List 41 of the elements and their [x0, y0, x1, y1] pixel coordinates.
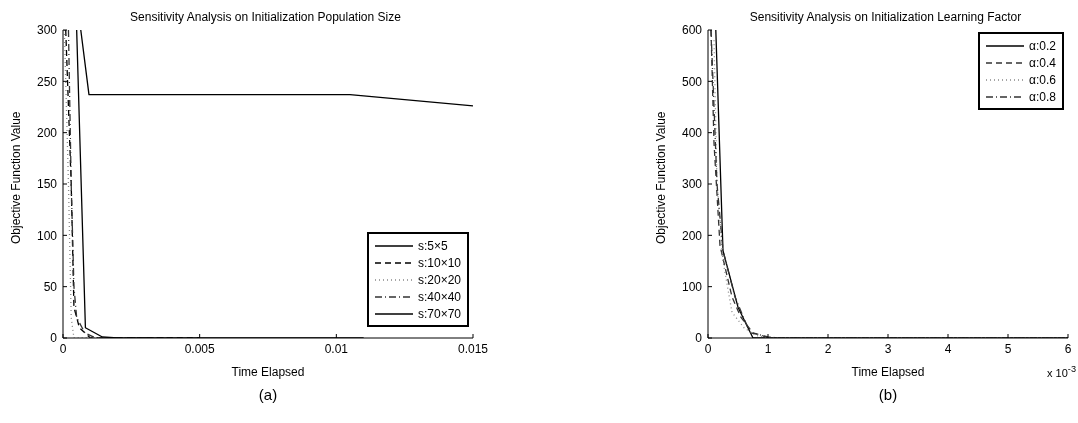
y-tick-label: 50 — [43, 279, 58, 294]
y-tick-label: 0 — [50, 331, 58, 346]
x-tick-label: 1 — [764, 341, 772, 356]
x-tick-label: 0.01 — [324, 341, 349, 356]
chart-title: Sensitivity Analysis on Initialization Population Size — [129, 10, 402, 24]
x-tick-label: 4 — [944, 341, 952, 356]
chart-title: Sensitivity Analysis on Initialization Learning Factor — [748, 10, 1023, 24]
text: (a) — [257, 386, 279, 403]
y-tick-label: 0 — [695, 331, 703, 346]
y-axis-title: Objective Function Value — [654, 111, 669, 244]
x-tick-label: 3 — [884, 341, 892, 356]
y-axis-title: Objective Function Value — [9, 111, 24, 244]
legend-label: α:0.2 — [1029, 38, 1056, 53]
y-tick-label: 250 — [36, 74, 58, 89]
y-tick-label: 300 — [36, 23, 58, 38]
y-tick-label: 200 — [36, 125, 58, 140]
x-axis-title: Time Elapsed — [231, 365, 305, 379]
y-tick-label: 500 — [681, 74, 703, 89]
legend-label: α:0.8 — [1029, 89, 1056, 104]
legend-label: s:40×40 — [417, 289, 461, 304]
y-tick-label: 150 — [36, 177, 58, 192]
y-tick-label: 600 — [681, 23, 703, 38]
text: (b) — [877, 386, 899, 403]
legend-label: s:20×20 — [417, 272, 461, 287]
x-tick-label: 6 — [1064, 341, 1072, 356]
y-tick-label: 200 — [681, 228, 703, 243]
y-tick-label: 100 — [36, 228, 58, 243]
legend-label: α:0.6 — [1029, 72, 1056, 87]
text: x 10$^{-3}$ — [1047, 364, 1076, 379]
x-tick-label: 2 — [824, 341, 832, 356]
x-tick-label: 5 — [1004, 341, 1012, 356]
y-tick-label: 100 — [681, 279, 703, 294]
x-axis-title: Time Elapsed — [851, 365, 925, 379]
y-tick-label: 300 — [681, 177, 703, 192]
legend-label: α:0.4 — [1029, 55, 1056, 70]
legend-label: s:5×5 — [417, 238, 448, 253]
x-tick-label: 0.005 — [184, 341, 216, 356]
legend-label: s:10×10 — [417, 255, 461, 270]
y-tick-label: 400 — [681, 125, 703, 140]
x-tick-label: 0.015 — [457, 341, 489, 356]
legend-label: s:70×70 — [417, 306, 461, 321]
